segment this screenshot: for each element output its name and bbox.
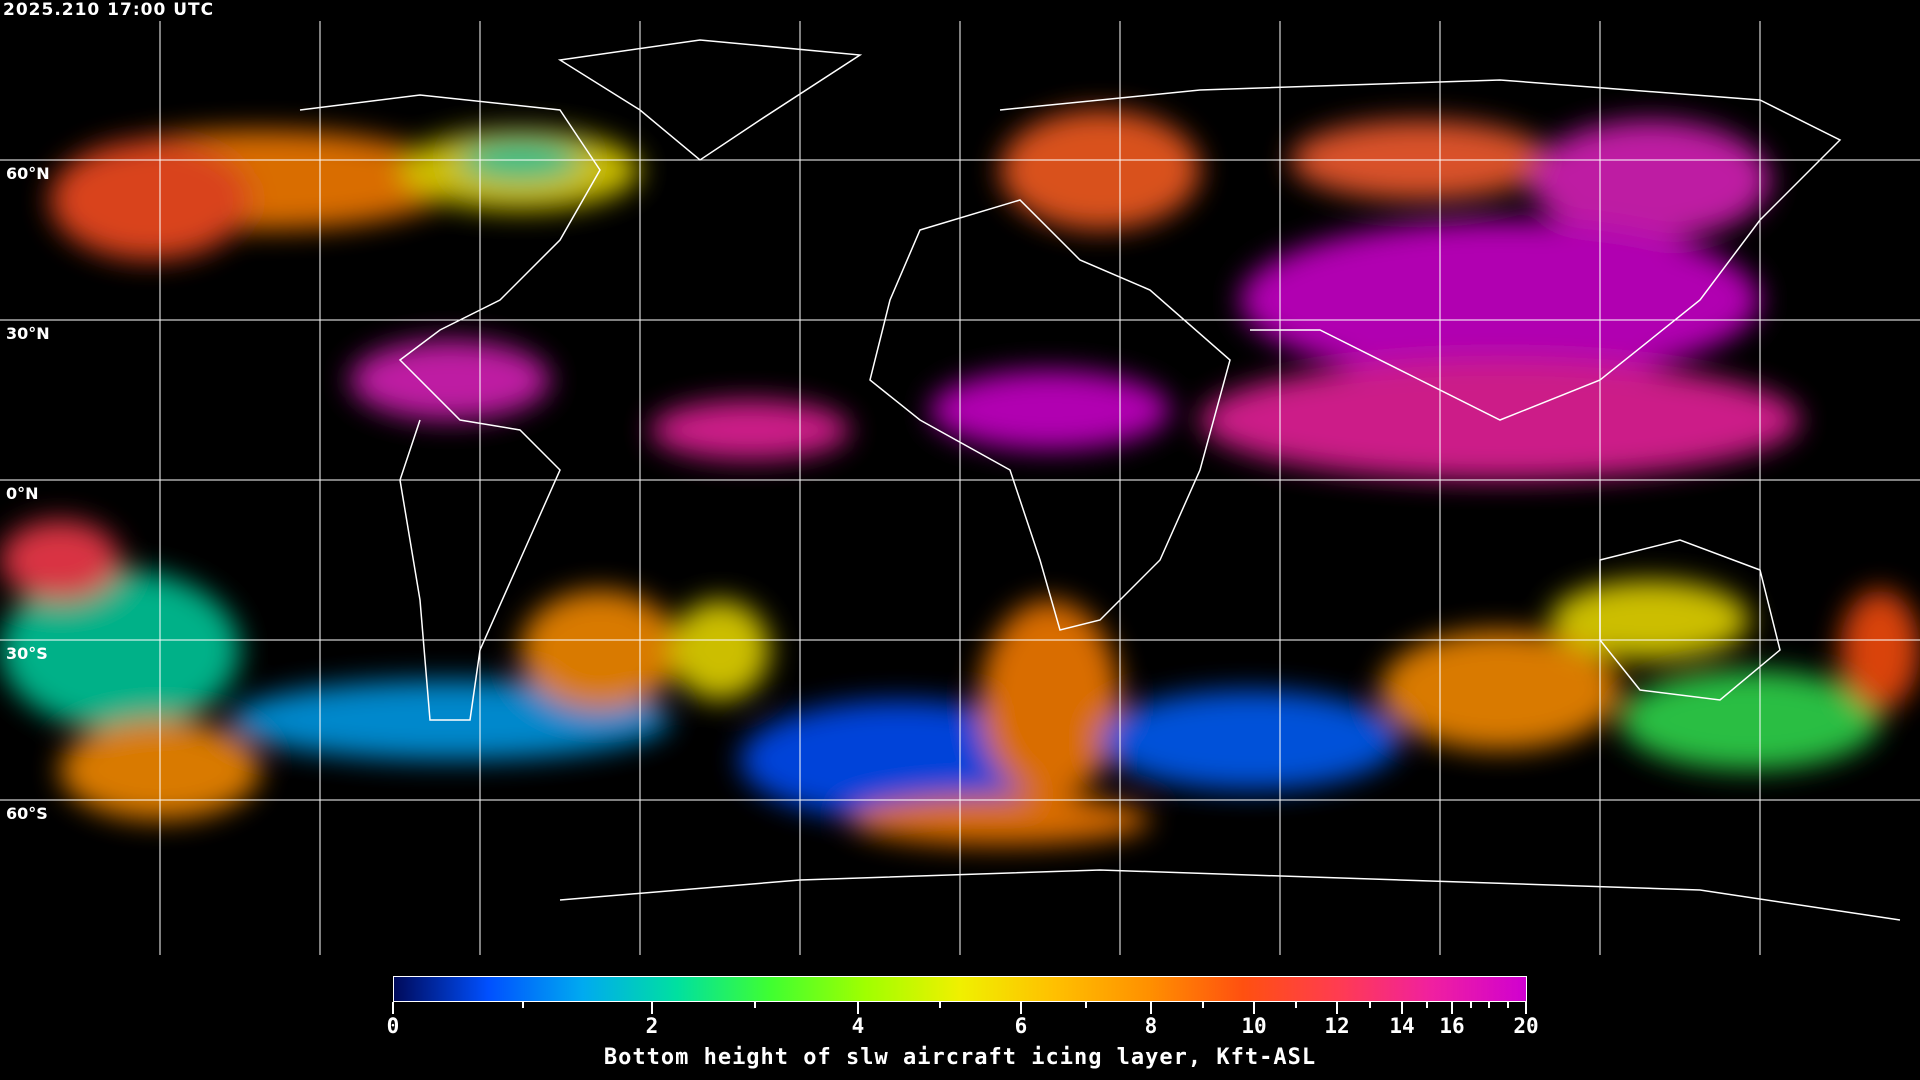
icing-region xyxy=(50,140,250,260)
colorbar-major-tick xyxy=(1401,1002,1403,1014)
colorbar-minor-tick xyxy=(1294,1002,1297,1008)
colorbar xyxy=(393,976,1527,1002)
colorbar-major-tick xyxy=(1336,1002,1338,1014)
colorbar-major-tick xyxy=(1253,1002,1255,1014)
colorbar-minor-tick xyxy=(1426,1002,1428,1008)
icing-region xyxy=(740,700,1060,820)
icing-region xyxy=(1550,580,1750,660)
colorbar-tick-label: 14 xyxy=(1389,1014,1415,1038)
icing-region xyxy=(1620,670,1880,770)
icing-region xyxy=(350,340,550,420)
icing-region xyxy=(1240,220,1760,380)
colorbar-minor-tick xyxy=(521,1002,524,1008)
lat-label: 60°S xyxy=(6,804,48,823)
icing-region xyxy=(520,590,680,710)
colorbar-minor-tick xyxy=(938,1002,941,1008)
colorbar-tick-label: 10 xyxy=(1241,1014,1267,1038)
colorbar-tick-label: 2 xyxy=(645,1014,659,1038)
colorbar-major-tick xyxy=(1020,1002,1022,1014)
colorbar-title: Bottom height of slw aircraft icing laye… xyxy=(603,1045,1317,1070)
coastline xyxy=(869,199,1231,631)
colorbar-minor-tick xyxy=(1085,1002,1087,1008)
colorbar-major-tick xyxy=(1451,1002,1453,1014)
icing-region xyxy=(980,600,1120,800)
colorbar-tick-label: 12 xyxy=(1324,1014,1350,1038)
lat-label: 60°N xyxy=(6,164,50,183)
colorbar-minor-tick xyxy=(1488,1002,1490,1008)
lat-label: 30°N xyxy=(6,324,50,343)
colorbar-minor-tick xyxy=(1368,1002,1371,1008)
colorbar-tick-label: 16 xyxy=(1439,1014,1465,1038)
lat-label: 0°N xyxy=(6,484,39,503)
colorbar-minor-tick xyxy=(1506,1002,1509,1008)
colorbar-major-tick xyxy=(651,1002,653,1014)
icing-region xyxy=(650,400,850,460)
icing-region xyxy=(670,600,770,700)
colorbar-major-tick xyxy=(392,1002,394,1014)
colorbar-major-tick xyxy=(1150,1002,1152,1014)
icing-region xyxy=(1530,120,1770,240)
graticule xyxy=(0,21,1920,955)
colorbar-minor-tick xyxy=(1201,1002,1204,1008)
colorbar-tick-label: 20 xyxy=(1513,1014,1539,1038)
icing-region xyxy=(930,370,1170,450)
icing-region xyxy=(0,570,240,730)
icing-region xyxy=(1100,690,1400,790)
colorbar-tick-label: 6 xyxy=(1014,1014,1028,1038)
icing-map xyxy=(0,21,1920,955)
colorbar-major-tick xyxy=(1525,1002,1527,1014)
colorbar-minor-tick xyxy=(754,1002,756,1008)
icing-region xyxy=(0,520,120,600)
icing-region xyxy=(1840,590,1920,710)
icing-region xyxy=(850,795,1150,845)
icing-region xyxy=(1000,110,1200,230)
coastline xyxy=(1599,539,1781,701)
coastline xyxy=(999,79,1842,421)
colorbar-tick-label: 8 xyxy=(1144,1014,1158,1038)
colorbar-tick-label: 0 xyxy=(386,1014,400,1038)
colorbar-minor-tick xyxy=(1469,1002,1472,1008)
colorbar-major-tick xyxy=(857,1002,859,1014)
timestamp: 2025.210 17:00 UTC xyxy=(3,0,215,20)
coastline xyxy=(559,869,1901,921)
colorbar-tick-label: 4 xyxy=(851,1014,865,1038)
lat-label: 30°S xyxy=(6,644,48,663)
